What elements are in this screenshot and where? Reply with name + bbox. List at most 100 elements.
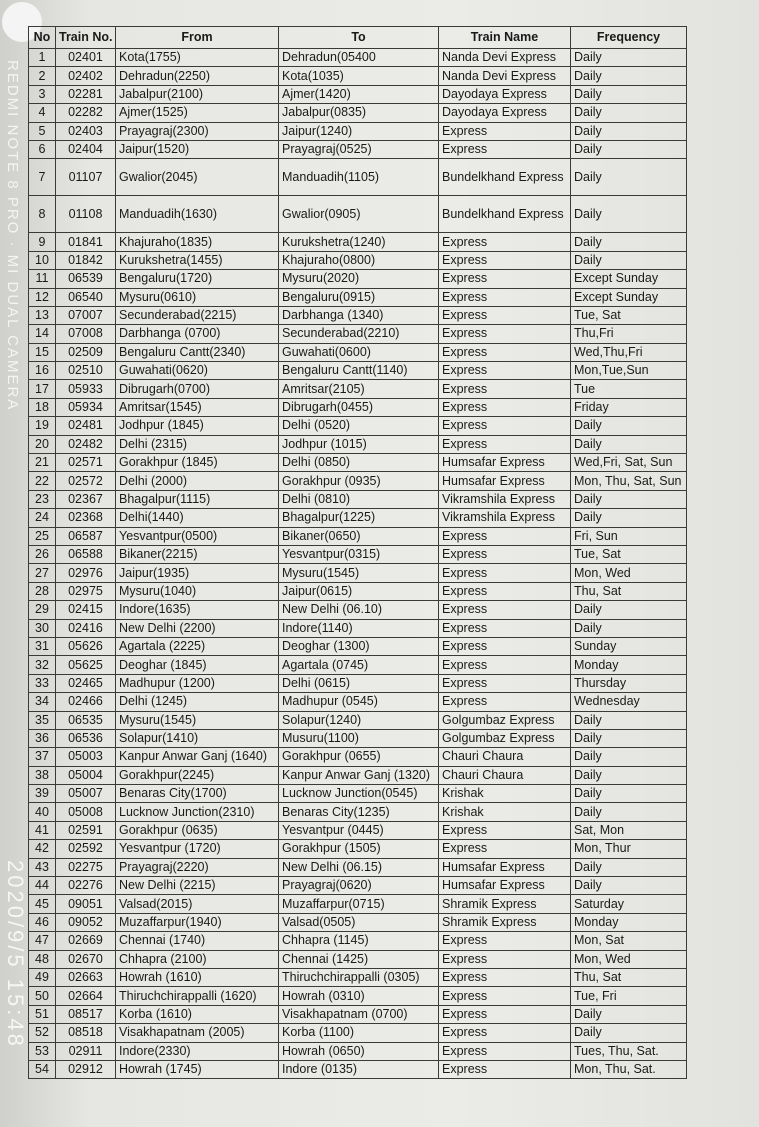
cell-train-no: 02976 — [55, 563, 116, 583]
cell-no: 21 — [28, 453, 56, 473]
cell-from: Amritsar(1545) — [115, 397, 279, 418]
cell-frequency: Daily — [570, 434, 687, 455]
cell-train-name: Express — [438, 139, 571, 160]
cell-train-no: 08517 — [55, 1004, 116, 1025]
table-row: 4 02282 Ajmer(1525) Jabalpur(0835) Dayodaya … — [28, 103, 687, 123]
cell-no: 25 — [28, 526, 56, 546]
cell-to: Thiruchchirappalli (0305) — [278, 967, 439, 988]
cell-frequency: Except Sunday — [570, 269, 687, 289]
cell-frequency: Mon, Thu, Sat, Sun — [570, 471, 687, 491]
cell-from: Indore(2330) — [115, 1041, 279, 1061]
cell-frequency: Wed,Fri, Sat, Sun — [570, 453, 687, 473]
cell-train-name: Golgumbaz Express — [438, 710, 571, 730]
cell-to: Chhapra (1145) — [278, 931, 439, 951]
cell-frequency: Daily — [570, 66, 687, 86]
cell-no: 20 — [28, 434, 56, 455]
cell-frequency: Daily — [570, 158, 687, 197]
table-row: 52 08518 Visakhapatnam (2005) Korba (1100) E… — [28, 1023, 687, 1043]
cell-from: Dehradun(2250) — [115, 66, 279, 86]
cell-frequency: Sunday — [570, 636, 687, 657]
cell-train-no: 05626 — [55, 636, 116, 657]
cell-train-name: Express — [438, 949, 571, 969]
cell-train-name: Golgumbaz Express — [438, 728, 571, 749]
cell-no: 54 — [28, 1059, 56, 1080]
cell-train-name: Express — [438, 820, 571, 841]
cell-train-name: Express — [438, 967, 571, 988]
cell-no: 48 — [28, 949, 56, 969]
cell-to: Prayagraj(0620) — [278, 876, 439, 896]
cell-to: Solapur(1240) — [278, 710, 439, 730]
cell-to: Mysuru(1545) — [278, 563, 439, 583]
cell-train-no: 05625 — [55, 655, 116, 675]
table-row: 51 08517 Korba (1610) Visakhapatnam (0700) E… — [28, 1004, 687, 1025]
cell-train-name: Humsafar Express — [438, 876, 571, 896]
cell-train-name: Express — [438, 1059, 571, 1080]
cell-no: 27 — [28, 563, 56, 583]
table-row: 24 02368 Delhi(1440) Bhagalpur(1225) Vikrams… — [28, 508, 687, 528]
cell-frequency: Friday — [570, 397, 687, 418]
cell-to: Dibrugarh(0455) — [278, 397, 439, 418]
cell-to: Bengaluru(0915) — [278, 287, 439, 307]
cell-no: 5 — [28, 121, 56, 141]
table-row: 32 05625 Deoghar (1845) Agartala (0745) Expr… — [28, 655, 687, 675]
cell-train-name: Express — [438, 1023, 571, 1043]
table-row: 31 05626 Agartala (2225) Deoghar (1300) Expr… — [28, 636, 687, 657]
cell-from: Kurukshetra(1455) — [115, 250, 279, 271]
cell-to: Chennai (1425) — [278, 949, 439, 969]
cell-to: Jaipur(1240) — [278, 121, 439, 141]
cell-from: Deoghar (1845) — [115, 655, 279, 675]
table-row: 36 06536 Solapur(1410) Musuru(1100) Golgumba… — [28, 728, 687, 749]
cell-train-no: 05008 — [55, 802, 116, 822]
table-row: 13 07007 Secunderabad(2215) Darbhanga (1340… — [28, 305, 687, 326]
cell-frequency: Saturday — [570, 894, 687, 914]
cell-frequency: Daily — [570, 508, 687, 528]
cell-to: Manduadih(1105) — [278, 158, 439, 197]
table-row: 48 02670 Chhapra (2100) Chennai (1425) Expre… — [28, 949, 687, 969]
cell-from: Benaras City(1700) — [115, 784, 279, 804]
cell-train-name: Express — [438, 1004, 571, 1025]
cell-train-name: Express — [438, 397, 571, 418]
cell-frequency: Mon, Thu, Sat. — [570, 1059, 687, 1080]
cell-to: Bikaner(0650) — [278, 526, 439, 546]
table-row: 28 02975 Mysuru(1040) Jaipur(0615) Express Th… — [28, 581, 687, 602]
cell-no: 14 — [28, 324, 56, 344]
table-row: 26 06588 Bikaner(2215) Yesvantpur(0315) Expr… — [28, 544, 687, 565]
cell-to: Howrah (0310) — [278, 986, 439, 1006]
cell-from: Jodhpur (1845) — [115, 416, 279, 436]
table-row: 49 02663 Howrah (1610) Thiruchchirappalli (… — [28, 967, 687, 988]
cell-from: Indore(1635) — [115, 600, 279, 620]
cell-train-no: 08518 — [55, 1023, 116, 1043]
cell-from: Howrah (1610) — [115, 967, 279, 988]
cell-from: Kota(1755) — [115, 47, 279, 68]
cell-from: Delhi(1440) — [115, 508, 279, 528]
table-row: 8 01108 Manduadih(1630) Gwalior(0905) Bundel… — [28, 195, 687, 234]
header-row: No Train No. From To Train Name Frequenc… — [28, 26, 687, 49]
cell-to: Agartala (0745) — [278, 655, 439, 675]
cell-to: Bengaluru Cantt(1140) — [278, 361, 439, 381]
cell-frequency: Tues, Thu, Sat. — [570, 1041, 687, 1061]
cell-train-name: Express — [438, 416, 571, 436]
table-row: 15 02509 Bengaluru Cantt(2340) Guwahati(060… — [28, 342, 687, 363]
cell-frequency: Daily — [570, 232, 687, 252]
cell-train-name: Krishak — [438, 802, 571, 822]
cell-train-no: 02281 — [55, 84, 116, 105]
cell-train-name: Express — [438, 250, 571, 271]
cell-train-name: Express — [438, 618, 571, 638]
cell-no: 10 — [28, 250, 56, 271]
table-row: 40 05008 Lucknow Junction(2310) Benaras Cit… — [28, 802, 687, 822]
cell-no: 52 — [28, 1023, 56, 1043]
cell-to: Jabalpur(0835) — [278, 103, 439, 123]
cell-no: 53 — [28, 1041, 56, 1061]
cell-train-no: 02368 — [55, 508, 116, 528]
cell-train-name: Express — [438, 305, 571, 326]
cell-to: Jaipur(0615) — [278, 581, 439, 602]
cell-to: Gorakhpur (0655) — [278, 747, 439, 767]
cell-frequency: Wednesday — [570, 692, 687, 712]
cell-no: 36 — [28, 728, 56, 749]
cell-train-name: Dayodaya Express — [438, 84, 571, 105]
cell-train-no: 06539 — [55, 269, 116, 289]
cell-to: Darbhanga (1340) — [278, 305, 439, 326]
photo-timestamp: 2020/9/5 15:48 — [3, 860, 28, 1049]
cell-no: 22 — [28, 471, 56, 491]
table-row: 35 06535 Mysuru(1545) Solapur(1240) Golgumba… — [28, 710, 687, 730]
